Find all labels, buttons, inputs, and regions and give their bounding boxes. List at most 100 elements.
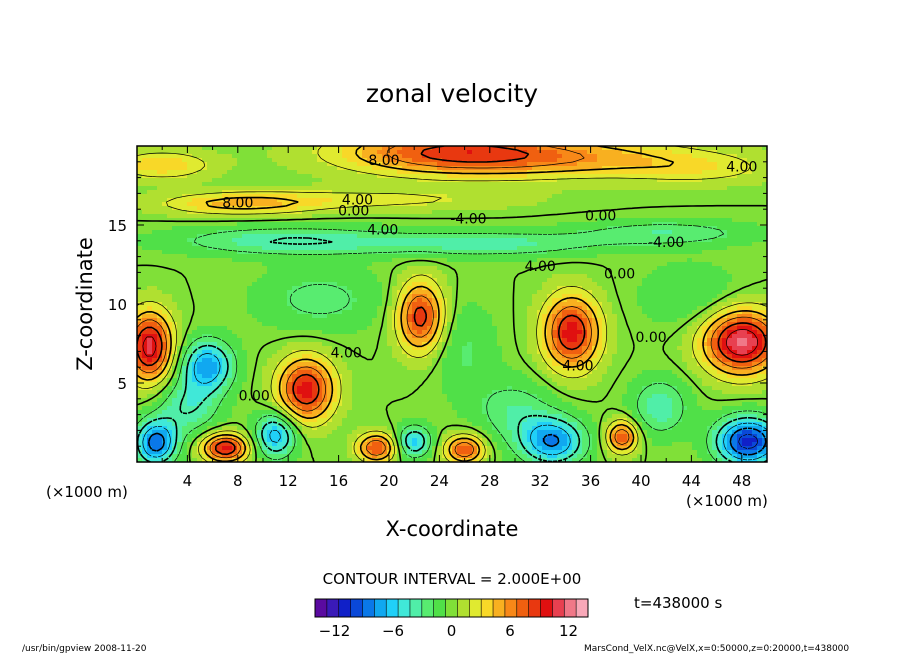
field-cell <box>367 238 373 243</box>
field-cell <box>597 226 603 231</box>
field-cell <box>647 158 653 163</box>
field-cell <box>272 302 278 307</box>
field-cell <box>522 302 528 307</box>
field-cell <box>397 146 403 151</box>
field-cell <box>592 198 598 203</box>
field-cell <box>152 302 158 307</box>
field-cell <box>562 154 568 159</box>
field-cell <box>702 230 708 235</box>
field-cell <box>362 262 368 267</box>
field-cell <box>577 198 583 203</box>
field-cell <box>247 242 253 247</box>
field-cell <box>482 246 488 251</box>
field-cell <box>142 190 148 195</box>
field-cell <box>532 290 538 295</box>
field-cell <box>712 146 718 151</box>
field-cell <box>717 266 723 271</box>
field-cell <box>747 222 753 227</box>
field-cell <box>672 226 678 231</box>
field-cell <box>707 238 713 243</box>
field-cell <box>492 294 498 299</box>
field-cell <box>182 182 188 187</box>
field-cell <box>622 226 628 231</box>
field-cell <box>287 238 293 243</box>
field-cell <box>487 250 493 255</box>
field-cell <box>437 258 443 263</box>
field-cell <box>377 274 383 279</box>
field-cell <box>192 230 198 235</box>
field-cell <box>737 274 743 279</box>
field-cell <box>402 186 408 191</box>
field-cell <box>397 242 403 247</box>
field-cell <box>277 266 283 271</box>
field-cell <box>607 246 613 251</box>
field-cell <box>622 274 628 279</box>
field-cell <box>407 146 413 151</box>
field-cell <box>242 158 248 163</box>
field-cell <box>137 214 143 219</box>
field-cell <box>737 162 743 167</box>
field-cell <box>622 222 628 227</box>
field-cell <box>747 250 753 255</box>
field-cell <box>492 194 498 199</box>
field-cell <box>587 158 593 163</box>
field-cell <box>602 194 608 199</box>
field-cell <box>282 290 288 295</box>
field-cell <box>192 290 198 295</box>
field-cell <box>727 270 733 275</box>
field-cell <box>647 258 653 263</box>
field-cell <box>552 238 558 243</box>
field-cell <box>342 178 348 183</box>
field-cell <box>237 278 243 283</box>
field-cell <box>357 210 363 215</box>
field-cell <box>372 154 378 159</box>
field-cell <box>197 178 203 183</box>
field-cell <box>357 218 363 223</box>
field-cell <box>582 270 588 275</box>
field-cell <box>237 246 243 251</box>
field-cell <box>322 254 328 259</box>
field-cell <box>697 226 703 231</box>
field-cell <box>302 186 308 191</box>
field-cell <box>682 262 688 267</box>
field-cell <box>712 298 718 303</box>
field-cell <box>207 266 213 271</box>
field-cell <box>567 242 573 247</box>
field-cell <box>652 278 658 283</box>
field-cell <box>462 230 468 235</box>
field-cell <box>382 158 388 163</box>
field-cell <box>362 230 368 235</box>
field-cell <box>407 258 413 263</box>
field-cell <box>717 174 723 179</box>
field-cell <box>257 238 263 243</box>
field-cell <box>642 246 648 251</box>
field-cell <box>412 222 418 227</box>
field-cell <box>662 278 668 283</box>
field-cell <box>327 270 333 275</box>
field-cell <box>142 226 148 231</box>
field-cell <box>567 194 573 199</box>
field-cell <box>152 270 158 275</box>
field-cell <box>227 294 233 299</box>
field-cell <box>732 242 738 247</box>
field-cell <box>387 186 393 191</box>
field-cell <box>422 298 428 303</box>
field-cell <box>672 298 678 303</box>
field-cell <box>582 298 588 303</box>
field-cell <box>212 258 218 263</box>
field-cell <box>427 154 433 159</box>
field-cell <box>657 154 663 159</box>
field-cell <box>137 194 143 199</box>
field-cell <box>307 258 313 263</box>
field-cell <box>362 254 368 259</box>
field-cell <box>182 198 188 203</box>
field-cell <box>727 190 733 195</box>
field-cell <box>412 302 418 307</box>
field-cell <box>547 154 553 159</box>
field-cell <box>467 150 473 155</box>
field-cell <box>582 254 588 259</box>
field-cell <box>172 218 178 223</box>
field-cell <box>677 206 683 211</box>
field-cell <box>167 282 173 287</box>
field-cell <box>162 258 168 263</box>
